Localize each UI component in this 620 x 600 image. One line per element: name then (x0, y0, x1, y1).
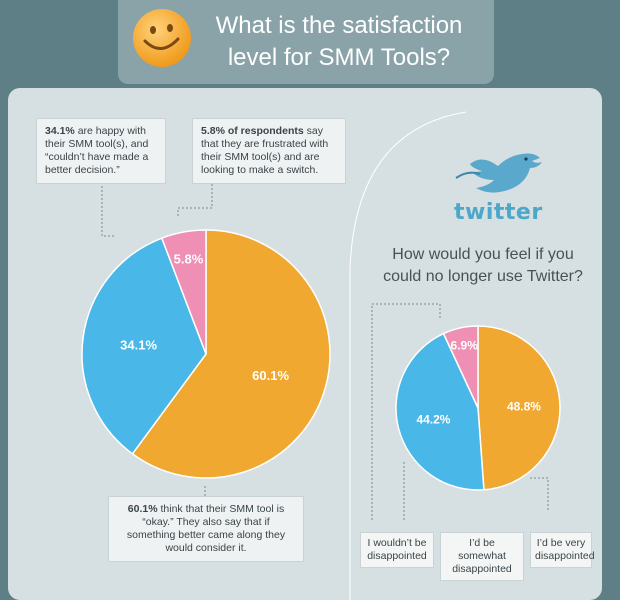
smm-pie-slice-label-2: 5.8% (174, 251, 204, 266)
callout-frustrated-strong: 5.8% of respondents (201, 125, 304, 137)
twitter-pie-slice-label-2: 6.9% (451, 339, 479, 353)
callout-frustrated-text: say that they are frustrated with their … (201, 125, 329, 176)
title-line-2: level for SMM Tools? (227, 44, 451, 71)
callout-okay-text: think that their SMM tool is “okay.” The… (126, 503, 286, 554)
callout-okay: 60.1% think that their SMM tool is “okay… (108, 496, 304, 562)
label-very-disappointed: I’d be very disappointed (530, 532, 595, 568)
smiley-face-icon (133, 9, 191, 67)
callout-okay-strong: 60.1% (127, 503, 158, 515)
label-not-disappointed: I wouldn’t be disappointed (360, 532, 434, 568)
question-line-2: could no longer use Twitter? (383, 268, 583, 285)
question-line-1: How would you feel if you (392, 246, 574, 263)
label-somewhat-disappointed: I’d be somewhat disappointed (440, 532, 524, 581)
callout-happy-text: are happy with their SMM tool(s), and “c… (45, 125, 149, 176)
title-line-1: What is the satisfaction (215, 12, 463, 39)
twitter-pie-slice-2 (442, 325, 479, 409)
twitter-pie-slice-0 (477, 325, 561, 491)
callout-happy: 34.1% are happy with their SMM tool(s), … (36, 118, 166, 184)
twitter-pie-slice-label-1: 44.2% (416, 413, 450, 427)
smm-pie-slice-label-1: 34.1% (120, 337, 157, 352)
smm-pie-slice-label-0: 60.1% (252, 368, 289, 383)
smm-pie-slice-0 (131, 229, 331, 479)
twitter-question: How would you feel if you could no longe… (360, 244, 606, 288)
twitter-pie-slice-label-0: 48.8% (507, 400, 541, 414)
smm-pie-slice-1 (81, 237, 207, 455)
twitter-logo-text: twitter (454, 200, 543, 225)
twitter-pie-slice-1 (395, 332, 485, 491)
smm-pie-slice-2 (160, 229, 207, 355)
callout-frustrated: 5.8% of respondents say that they are fr… (192, 118, 346, 184)
callout-happy-strong: 34.1% (45, 125, 75, 137)
page-title: What is the satisfaction level for SMM T… (204, 10, 474, 74)
twitter-bird-icon (455, 153, 542, 193)
